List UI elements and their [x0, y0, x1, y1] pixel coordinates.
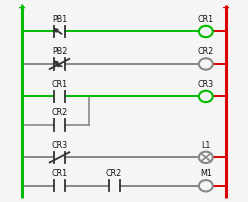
- Text: CR2: CR2: [106, 168, 122, 177]
- Text: CR2: CR2: [198, 47, 214, 56]
- Text: CR2: CR2: [51, 108, 68, 117]
- Text: CR1: CR1: [51, 168, 68, 177]
- Text: M1: M1: [200, 168, 212, 177]
- Text: CR3: CR3: [51, 140, 68, 149]
- Text: CR3: CR3: [198, 80, 214, 88]
- Text: CR1: CR1: [51, 80, 68, 88]
- Text: +: +: [18, 3, 26, 13]
- Text: PB2: PB2: [52, 47, 67, 56]
- Text: CR1: CR1: [198, 15, 214, 24]
- Text: L1: L1: [201, 140, 211, 149]
- Text: PB1: PB1: [52, 15, 67, 24]
- Text: −: −: [222, 3, 230, 13]
